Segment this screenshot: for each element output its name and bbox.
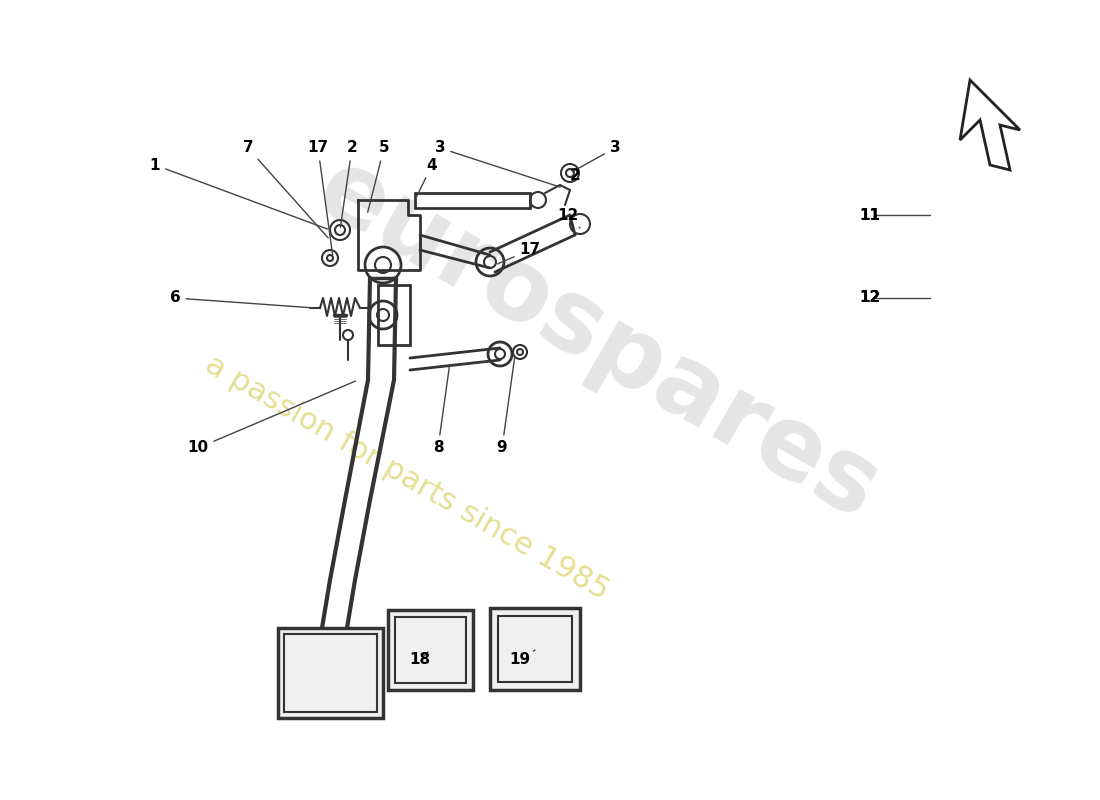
- Text: 17: 17: [307, 141, 332, 255]
- Text: 2: 2: [570, 167, 581, 182]
- Text: 8: 8: [432, 365, 450, 455]
- Text: eurospares: eurospares: [300, 141, 895, 541]
- Text: 5: 5: [367, 141, 389, 212]
- Text: 11: 11: [859, 207, 880, 222]
- Text: 11: 11: [859, 207, 880, 222]
- Text: 10: 10: [187, 381, 355, 455]
- Text: a passion for parts since 1985: a passion for parts since 1985: [200, 350, 614, 606]
- Text: 12: 12: [558, 207, 580, 228]
- Text: 1: 1: [150, 158, 328, 229]
- Bar: [378, 285, 410, 345]
- Text: 17: 17: [497, 242, 540, 264]
- Text: 2: 2: [340, 141, 358, 227]
- Text: 7: 7: [243, 141, 328, 238]
- Bar: [278, 628, 383, 718]
- Text: 19: 19: [509, 650, 535, 667]
- Text: 3: 3: [434, 141, 560, 187]
- Text: 6: 6: [169, 290, 312, 308]
- Text: 18: 18: [409, 652, 430, 667]
- Text: 12: 12: [859, 290, 881, 306]
- Text: 4: 4: [416, 158, 438, 198]
- Text: 3: 3: [572, 141, 620, 172]
- Bar: [490, 608, 580, 690]
- Bar: [498, 616, 572, 682]
- Text: 12: 12: [859, 290, 881, 306]
- Bar: [284, 634, 377, 712]
- Text: 9: 9: [497, 358, 515, 455]
- Bar: [388, 610, 473, 690]
- Bar: [395, 617, 466, 683]
